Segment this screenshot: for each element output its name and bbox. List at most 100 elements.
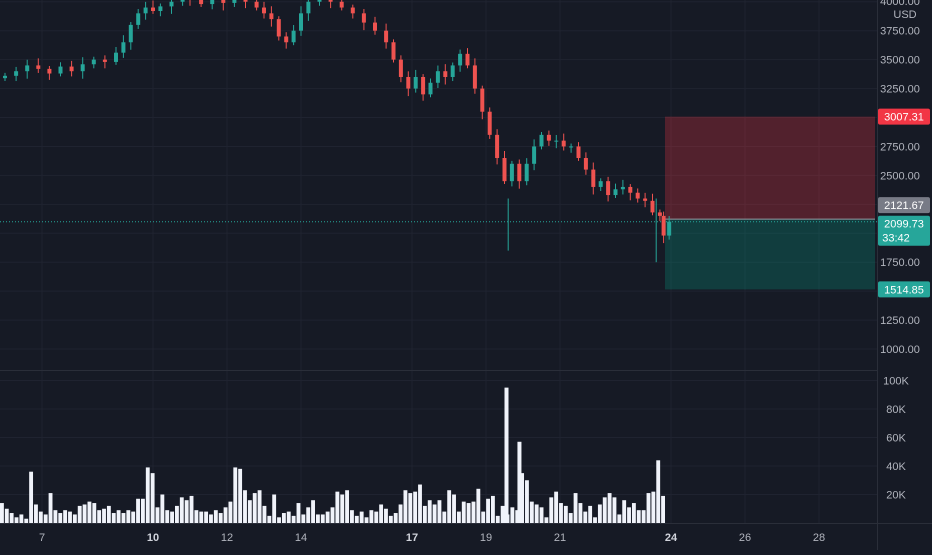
volume-bar [627, 507, 631, 523]
volume-bar [563, 505, 568, 523]
candle-body [502, 158, 507, 182]
price-tick-label: 1250.00 [880, 315, 920, 327]
volume-bar [354, 515, 359, 523]
volume-bar [568, 513, 573, 523]
candle-body [667, 221, 672, 236]
volume-bar [379, 504, 384, 523]
candle-body [299, 13, 303, 31]
candle-body [210, 0, 215, 5]
volume-tick-label: 40K [886, 461, 906, 473]
candle-body [276, 19, 281, 37]
candle-body [406, 76, 411, 89]
volume-bar [398, 504, 403, 523]
volume-bar [559, 503, 563, 523]
volume-bar [243, 490, 247, 523]
candle-body [554, 140, 559, 142]
candle-body [361, 13, 366, 23]
candle-body [317, 0, 322, 2]
volume-tick-label: 80K [886, 404, 906, 416]
volume-axis[interactable]: 100K 80K 60K 40K 20K [883, 376, 909, 502]
volume-bar [413, 491, 418, 523]
volume-bar [97, 510, 102, 523]
volume-bar [34, 504, 38, 523]
volume-bar [554, 491, 559, 523]
candle-body [591, 169, 596, 187]
price-tick-label: 3750.00 [880, 26, 920, 38]
volume-bar [9, 513, 14, 523]
price-tick-label: 1750.00 [880, 257, 920, 269]
candle-body [487, 111, 492, 135]
volume-bar [461, 501, 466, 523]
candle-body [421, 76, 426, 95]
volume-bar [38, 511, 43, 523]
grid-lines [0, 0, 877, 523]
time-tick-label: 24 [665, 532, 678, 544]
candle-body [254, 1, 259, 8]
volume-bar [427, 500, 432, 523]
candle-body [121, 42, 126, 53]
time-axis[interactable]: 7 10 12 14 17 19 21 24 26 28 [39, 532, 825, 544]
volume-bar [437, 500, 442, 523]
candle-body [3, 75, 7, 79]
candle-body [657, 212, 662, 216]
volume-bar [495, 515, 500, 523]
volume-bar [140, 498, 145, 523]
price-tick-label: 4000.00 [880, 0, 920, 8]
volume-bar [325, 511, 330, 523]
volume-bar [92, 503, 97, 523]
volume-bar [656, 460, 661, 523]
candle-body [561, 140, 566, 147]
volume-bar [486, 498, 490, 523]
volume-bar [617, 514, 622, 523]
entry-price-tag-bg [878, 197, 930, 214]
volume-bar [58, 513, 63, 523]
price-tick-label: 2500.00 [880, 170, 920, 182]
candle-body [532, 146, 537, 164]
volume-bar [447, 490, 452, 523]
volume-bar [68, 511, 72, 523]
entry-price-tag: 2121.67 [884, 200, 924, 212]
volume-bar [597, 504, 602, 523]
volume-bar [77, 505, 82, 523]
take-profit-tag: 1514.85 [884, 284, 924, 296]
candle-body [262, 7, 266, 14]
candle-body [458, 53, 463, 66]
candle-body [69, 66, 74, 72]
volume-bar [145, 467, 150, 523]
volume-bar [286, 511, 291, 523]
candle-body [495, 134, 500, 159]
candle-body [539, 134, 544, 147]
candle-body [291, 30, 296, 43]
volume-bar [651, 491, 656, 523]
position-tool[interactable] [0, 116, 877, 290]
volume-bar [408, 493, 413, 523]
candle-body [114, 52, 118, 62]
volume-bar [102, 508, 106, 523]
candle-body [443, 71, 448, 77]
candle-body [450, 65, 455, 77]
volume-bar [199, 511, 204, 523]
volume-bar [281, 513, 286, 523]
volume-bar [136, 498, 140, 523]
volume-bar [43, 514, 48, 523]
volume-bar [233, 467, 238, 523]
volume-bar [4, 508, 9, 523]
candle-body [620, 186, 625, 190]
volume-bar [204, 511, 209, 523]
candle-body [606, 181, 611, 196]
stop-loss-zone[interactable] [665, 116, 875, 220]
volume-bar [296, 503, 301, 523]
candle-body [80, 64, 85, 72]
volume-bar [63, 510, 68, 523]
candle-body [546, 134, 551, 141]
volume-bar [607, 493, 612, 523]
stop-loss-tag: 3007.31 [884, 112, 924, 124]
volume-bar [500, 505, 505, 523]
volume-bar [184, 500, 189, 523]
take-profit-zone[interactable] [665, 219, 875, 290]
volume-bar [549, 497, 554, 523]
candle-countdown: 33:42 [882, 233, 910, 245]
volume-bar [636, 510, 641, 523]
